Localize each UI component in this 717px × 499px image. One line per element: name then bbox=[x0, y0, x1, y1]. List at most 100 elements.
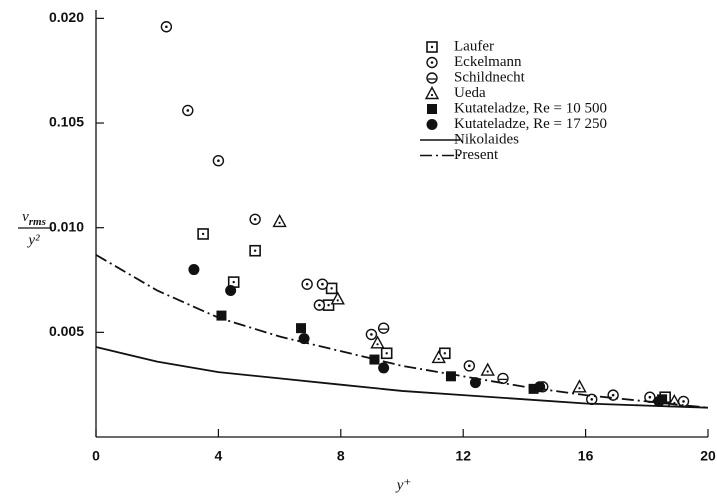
marker bbox=[469, 377, 481, 389]
marker-part bbox=[528, 383, 539, 394]
marker bbox=[378, 362, 390, 374]
y-label-numerator: vrms bbox=[22, 209, 46, 227]
marker bbox=[272, 213, 287, 228]
marker bbox=[426, 41, 438, 53]
marker-part bbox=[216, 310, 227, 321]
y-tick-label: 0.010 bbox=[49, 218, 84, 234]
marker bbox=[325, 282, 338, 295]
legend-label: Laufer bbox=[454, 38, 494, 54]
marker-part bbox=[426, 119, 438, 130]
marker-part bbox=[430, 61, 434, 64]
x-tick-label: 16 bbox=[578, 448, 594, 464]
curve bbox=[95, 254, 709, 409]
x-tick-label: 4 bbox=[215, 448, 223, 464]
marker bbox=[431, 349, 446, 364]
marker-part bbox=[426, 72, 438, 84]
marker-part bbox=[572, 379, 587, 393]
marker-part bbox=[165, 25, 168, 29]
marker-part bbox=[336, 299, 339, 302]
marker-part bbox=[469, 377, 481, 389]
marker bbox=[426, 72, 438, 84]
marker-part bbox=[201, 232, 205, 236]
marker-part bbox=[430, 93, 434, 97]
marker-part bbox=[370, 335, 385, 349]
marker bbox=[316, 278, 329, 290]
marker-part bbox=[296, 323, 307, 334]
marker-part bbox=[318, 303, 321, 307]
x-axis-label: y⁺ bbox=[395, 477, 412, 493]
marker-part bbox=[427, 104, 437, 114]
marker bbox=[426, 119, 438, 130]
y-tick-label: 0.005 bbox=[49, 323, 84, 339]
marker bbox=[497, 372, 509, 385]
marker bbox=[445, 371, 456, 382]
marker bbox=[313, 299, 326, 311]
marker-part bbox=[437, 357, 440, 361]
x-tick-label: 12 bbox=[455, 448, 471, 464]
marker-part bbox=[377, 322, 390, 334]
marker-part bbox=[321, 282, 324, 286]
marker bbox=[424, 86, 440, 100]
marker bbox=[182, 104, 194, 117]
marker-part bbox=[468, 364, 471, 368]
marker-part bbox=[225, 284, 237, 296]
marker-part bbox=[430, 45, 434, 49]
marker-part bbox=[445, 371, 456, 382]
legend-label: Schildnecht bbox=[454, 69, 526, 85]
marker bbox=[528, 383, 539, 394]
x-tick-label: 8 bbox=[337, 448, 345, 464]
marker-part bbox=[431, 349, 446, 364]
marker bbox=[216, 310, 227, 321]
marker-part bbox=[188, 264, 200, 276]
x-tick-label: 0 bbox=[92, 448, 100, 464]
marker-part bbox=[385, 352, 388, 355]
marker bbox=[380, 347, 393, 360]
y-label-sub: rms bbox=[29, 216, 46, 228]
marker bbox=[160, 21, 173, 33]
marker bbox=[534, 381, 546, 393]
marker-part bbox=[217, 159, 220, 163]
marker bbox=[653, 395, 665, 407]
marker bbox=[572, 379, 587, 393]
marker-part bbox=[330, 291, 345, 305]
marker-part bbox=[443, 352, 447, 355]
marker-part bbox=[253, 249, 257, 252]
legend-label: Kutateladze, Re = 10 500 bbox=[454, 100, 607, 116]
marker-part bbox=[272, 213, 287, 228]
y-label-v: v bbox=[22, 209, 29, 225]
marker-part bbox=[253, 218, 257, 221]
curve bbox=[95, 346, 709, 409]
marker-part bbox=[376, 343, 379, 346]
marker bbox=[480, 362, 495, 376]
marker-part bbox=[330, 287, 333, 290]
legend-label: Kutateladze, Re = 17 250 bbox=[454, 116, 607, 132]
legend-label: Nikolaides bbox=[454, 131, 519, 147]
marker-part bbox=[305, 282, 309, 286]
marker bbox=[377, 322, 390, 334]
marker bbox=[225, 284, 237, 296]
marker bbox=[426, 56, 438, 69]
marker-part bbox=[369, 354, 380, 365]
marker bbox=[370, 335, 385, 349]
y-tick-label: 0.020 bbox=[49, 9, 84, 25]
marker-part bbox=[370, 333, 373, 336]
marker-part bbox=[578, 387, 581, 390]
y-label-denominator: y² bbox=[26, 232, 40, 248]
marker-part bbox=[653, 395, 665, 407]
marker bbox=[463, 360, 476, 372]
marker-part bbox=[327, 303, 330, 307]
marker-part bbox=[590, 398, 594, 401]
marker-part bbox=[378, 362, 390, 374]
marker-part bbox=[611, 393, 615, 397]
marker-part bbox=[682, 400, 685, 403]
marker-part bbox=[480, 362, 495, 376]
marker-part bbox=[486, 370, 489, 373]
marker bbox=[197, 228, 209, 240]
marker bbox=[249, 213, 261, 226]
legend-label: Ueda bbox=[454, 85, 486, 101]
marker bbox=[296, 323, 307, 334]
marker bbox=[301, 278, 313, 290]
legend-label: Present bbox=[454, 147, 499, 163]
marker-part bbox=[424, 86, 440, 100]
marker-part bbox=[278, 221, 281, 225]
